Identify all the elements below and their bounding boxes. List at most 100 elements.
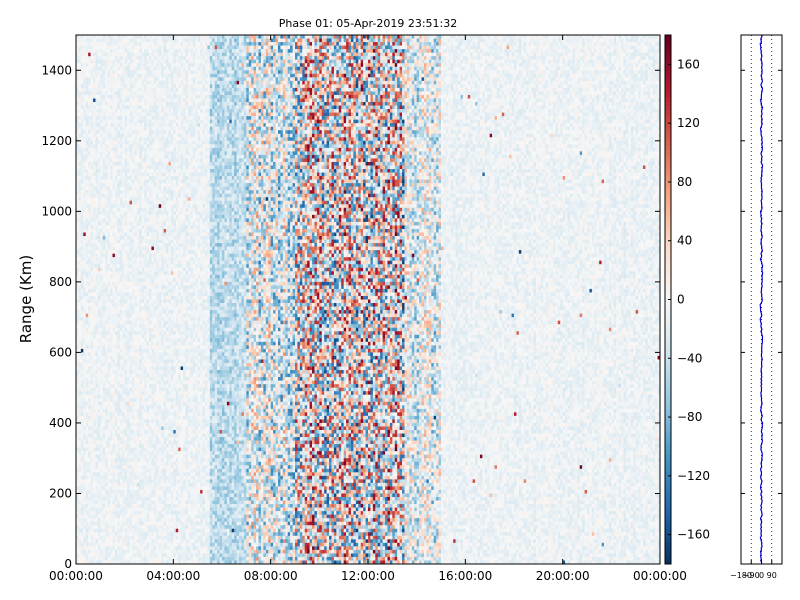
heatmap-cell [136,228,140,233]
heatmap-cell [76,80,79,85]
heatmap-cell [110,313,113,318]
heatmap-cell [90,496,94,501]
heatmap-cell [127,422,130,427]
heatmap-cell [95,461,99,466]
heatmap-cell [105,211,108,216]
heatmap-cell [90,366,94,371]
heatmap-cell [141,412,145,417]
heatmap-cell [153,236,157,240]
heatmap-cell [90,232,94,237]
heatmap-cell [124,299,128,304]
heatmap-cell [119,539,123,544]
heatmap-cell [83,190,87,194]
heatmap-cell [131,419,135,424]
heatmap-cell [102,521,106,526]
heatmap-cell [110,218,113,223]
heatmap-cell [131,253,135,258]
heatmap-cell [76,486,79,491]
heatmap-cell [129,377,133,381]
heatmap-cell [93,109,96,113]
heatmap-cell [114,429,118,434]
heatmap-cell [141,447,145,452]
heatmap-cell [93,500,96,505]
heatmap-cell [141,461,145,466]
heatmap-cell [93,366,96,371]
heatmap-cell [127,126,130,131]
heatmap-cell [127,207,130,212]
heatmap-cell [114,140,118,145]
heatmap-cell [85,525,89,530]
heatmap-cell [119,341,123,346]
heatmap-cell [139,440,142,445]
heatmap-cell [119,422,123,427]
heatmap-cell [151,468,155,473]
heatmap-cell [78,327,82,332]
heatmap-cell [102,504,106,508]
heatmap-cell [134,200,138,205]
heatmap-cell [102,281,106,286]
heatmap-cell [112,91,116,96]
heatmap-cell [141,504,145,508]
heatmap-cell [105,214,108,219]
heatmap-cell [88,183,91,187]
heatmap-cell [136,87,140,92]
heatmap-cell [114,236,118,240]
heatmap-cell [102,348,106,353]
heatmap-cell [139,137,142,142]
heatmap-cell [83,299,87,304]
heatmap-cell [153,348,157,353]
heatmap-cell [76,73,79,78]
heatmap-cell [76,521,79,526]
heatmap-cell [153,137,157,142]
heatmap-cell [83,518,87,522]
heatmap-cell [146,306,150,311]
heatmap-cell [119,345,123,350]
heatmap-cell [107,87,111,92]
heatmap-cell [141,560,145,564]
heatmap-cell [124,285,128,290]
heatmap-cell [141,327,145,332]
heatmap-cell [124,109,128,113]
heatmap-cell [85,214,89,219]
heatmap-cell [122,264,125,269]
heatmap-cell [80,507,84,512]
heatmap-cell [95,327,99,332]
heatmap-cell [151,109,155,113]
heatmap-cell [124,232,128,237]
heatmap-cell [112,437,116,441]
heatmap-cell [153,225,157,230]
heatmap-cell [97,518,101,522]
heatmap-cell [107,211,111,216]
heatmap-cell [83,38,87,43]
heatmap-cell [83,200,87,205]
heatmap-cell [112,288,116,293]
heatmap-cell [141,119,145,124]
heatmap-cell [141,211,145,216]
heatmap-cell [80,169,84,173]
heatmap-cell [119,468,123,473]
heatmap-cell [131,303,135,307]
heatmap-cell [124,264,128,269]
heatmap-cell [136,355,140,360]
heatmap-cell [95,472,99,477]
heatmap-cell [131,161,135,166]
heatmap-cell [114,535,118,540]
heatmap-cell [153,444,157,448]
heatmap-cell [146,313,150,318]
heatmap-cell [131,73,135,78]
heatmap-cell [119,66,123,71]
heatmap-cell [97,415,101,420]
heatmap-cell [88,391,91,396]
heatmap-cell [114,426,118,431]
heatmap-cell [110,299,113,304]
heatmap-cell [83,176,87,180]
heatmap-cell [134,553,138,558]
heatmap-cell [129,225,133,230]
heatmap-cell [105,500,108,505]
heatmap-cell [112,211,116,216]
heatmap-cell [141,546,145,551]
heatmap-cell [144,352,147,357]
heatmap-cell [127,380,130,385]
heatmap-cell [114,468,118,473]
heatmap-cell [110,239,113,244]
